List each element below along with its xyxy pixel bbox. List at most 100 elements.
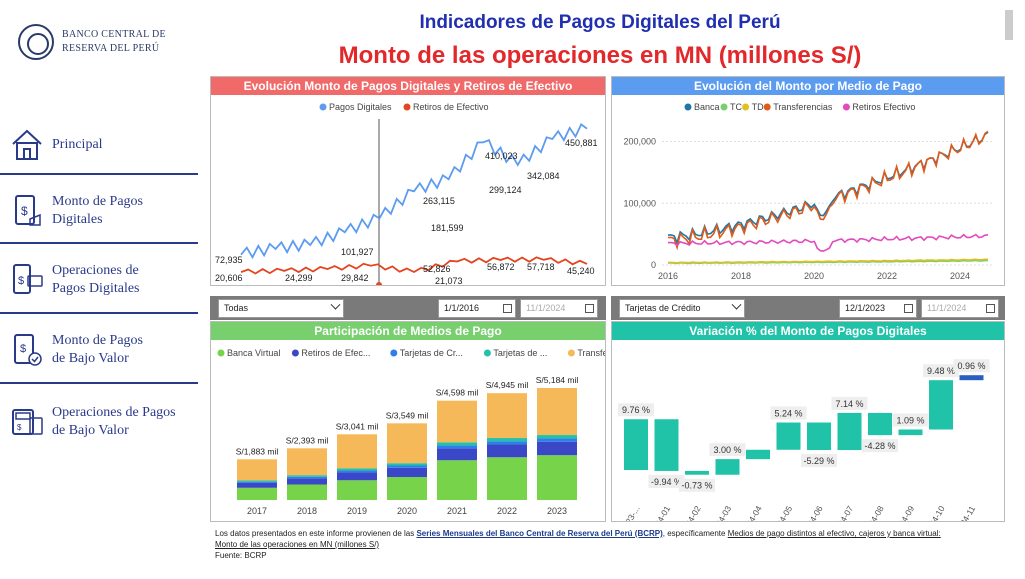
x-tick-label: 2019 xyxy=(347,506,367,516)
x-tick-label: 2024-01 xyxy=(648,504,672,521)
medio-dropdown[interactable]: Todas xyxy=(218,299,344,318)
bar-segment-retiros-de-efec- xyxy=(537,441,577,456)
footer-underlined: Medios de pago distintos al efectivo, ca… xyxy=(727,529,941,538)
bcrp-seal-icon xyxy=(18,24,54,60)
x-tick-label: 2021 xyxy=(447,506,467,516)
sidebar-item-principal[interactable]: Principal xyxy=(0,120,200,170)
legend-label: TC xyxy=(730,102,742,112)
series-line-pagos-digitales xyxy=(240,123,588,260)
bar-segment-tarjetas-de-cr- xyxy=(337,470,377,473)
stacked-bar-chart: Banca Virtual Retiros de Efec... Tarjetas … xyxy=(217,348,637,516)
legend-marker xyxy=(720,103,728,111)
x-tick-label: 2024-09 xyxy=(892,504,916,521)
data-label: 3.00 % xyxy=(713,445,741,455)
waterfall-bar xyxy=(837,412,862,451)
svg-text:$: $ xyxy=(17,423,22,432)
calendar-icon[interactable] xyxy=(503,304,512,313)
footer-note: Los datos presentados en este informe pr… xyxy=(215,528,995,561)
legend-label: Banca Virtual xyxy=(227,348,280,358)
bar-total-label: S/3,549 mil xyxy=(386,410,429,420)
waterfall-bar xyxy=(929,380,953,430)
calendar-icon[interactable] xyxy=(986,304,995,313)
legend-marker xyxy=(319,103,327,111)
filter-bar-right: Tarjetas de Crédito 12/1/2023 11/1/2024 xyxy=(611,296,1005,320)
panel-evolucion-medio: Evolución del Monto por Medio de Pago Ba… xyxy=(611,76,1005,286)
bar-total-label: S/3,041 mil xyxy=(336,421,379,431)
legend-label: Pagos Digitales xyxy=(329,102,392,112)
data-label: 7.14 % xyxy=(835,399,863,409)
sidebar-item-label: Monto de Pagos de Bajo Valor xyxy=(52,333,143,366)
x-tick-label: 2024-02 xyxy=(678,504,702,521)
tarjeta-dropdown[interactable]: Tarjetas de Crédito xyxy=(619,299,745,318)
data-label: -5.29 % xyxy=(803,456,834,466)
page-subtitle: Monto de las operaciones en MN (millones… xyxy=(338,42,862,69)
footer-source: Fuente: BCRP xyxy=(215,551,267,560)
pos-terminal-icon: $ xyxy=(12,409,43,435)
svg-text:$: $ xyxy=(18,275,24,287)
y-tick-label: 100,000 xyxy=(623,198,656,208)
data-label-bg xyxy=(618,403,654,417)
sidebar-item-label: Monto de Pagos Digitales xyxy=(52,194,143,227)
sidebar-item-label: Operaciones de Pagos Digitales xyxy=(52,263,140,296)
date-from-input[interactable]: 12/1/2023 xyxy=(839,299,917,318)
svg-text:$: $ xyxy=(21,204,28,218)
x-tick-label: 2018 xyxy=(731,271,751,281)
data-label: 1.09 % xyxy=(896,415,924,425)
data-label: 29,842 xyxy=(341,273,369,283)
x-tick-label: 2024-08 xyxy=(861,504,885,521)
legend-label: Transferencias xyxy=(577,348,605,358)
waterfall-bar xyxy=(868,412,892,436)
x-tick-label: 2020 xyxy=(397,506,417,516)
data-label: -4.28 % xyxy=(864,441,895,451)
bar-segment-retiros-de-efec- xyxy=(437,448,477,461)
calendar-icon[interactable] xyxy=(585,304,594,313)
data-label-bg xyxy=(770,406,807,420)
sidebar-item-label: Operaciones de Pagos de Bajo Valor xyxy=(52,405,176,438)
waterfall-bar xyxy=(807,422,831,451)
sidebar-item-operaciones-pagos[interactable]: $ Operaciones de Pagos Digitales xyxy=(0,254,200,306)
scrollbar[interactable] xyxy=(1005,10,1013,40)
legend-marker xyxy=(567,349,575,357)
x-tick-label: 2018 xyxy=(297,506,317,516)
date-to-input[interactable]: 11/1/2024 xyxy=(520,299,598,318)
bar-segment-tarjetas-de- xyxy=(487,438,527,442)
date-from-input[interactable]: 1/1/2016 xyxy=(438,299,516,318)
bar-segment-tarjetas-de-cr- xyxy=(287,476,327,479)
legend-marker xyxy=(483,349,491,357)
legend-marker xyxy=(763,103,771,111)
home-icon xyxy=(12,129,42,160)
sidebar-item-operaciones-bajo-valor[interactable]: $ Operaciones de Pagos de Bajo Valor xyxy=(0,398,200,446)
panel-participacion: Participación de Medios de Pago Banca Vi… xyxy=(210,321,637,522)
bar-segment-transferencias xyxy=(337,434,377,469)
date-to-input[interactable]: 11/1/2024 xyxy=(921,299,999,318)
bar-segment-retiros-de-efec- xyxy=(487,444,527,458)
bcrp-series-link[interactable]: Series Mensuales del Banco Central de Re… xyxy=(416,529,663,538)
data-label: 21,073 xyxy=(435,276,463,285)
sidebar-item-monto-pagos[interactable]: $ Monto de Pagos Digitales xyxy=(0,185,200,237)
waterfall-bar xyxy=(898,429,923,436)
sidebar-item-monto-bajo-valor[interactable]: $ Monto de Pagos de Bajo Valor xyxy=(0,324,200,376)
bar-segment-retiros-de-efec- xyxy=(337,472,377,481)
data-label: -0.73 % xyxy=(681,481,712,491)
bar-total-label: S/5,184 mil xyxy=(536,375,579,385)
bar-total-label: S/4,945 mil xyxy=(486,380,529,390)
legend-marker xyxy=(742,103,750,111)
x-tick-label: 2022 xyxy=(497,506,517,516)
x-tick-label: 2024-11 xyxy=(953,504,977,521)
data-label-bg xyxy=(862,439,898,453)
data-label-bg xyxy=(679,478,715,492)
logo-line-2: RESERVA DEL PERÚ xyxy=(62,43,160,54)
phone-coin-icon: $ xyxy=(14,334,42,366)
x-tick-label: 2024-10 xyxy=(922,504,946,521)
x-tick-label: 2017 xyxy=(247,506,267,516)
data-label: 9.48 % xyxy=(927,366,955,376)
waterfall-chart: 9.76 % 2023-... -9.94 % 2024-01 -0.73 % 2024-… xyxy=(618,359,990,536)
bar-segment-tarjetas-de-cr- xyxy=(237,481,277,483)
bar-segment-banca-virtual xyxy=(537,455,577,500)
legend-label: Retiros de Efectivo xyxy=(413,102,489,112)
data-label: 52,826 xyxy=(423,264,451,274)
line-chart-medios: Banca TC TD Transferencias Retiros Efectivo 0… xyxy=(623,102,994,281)
x-tick-label: 2024-05 xyxy=(770,504,794,521)
legend-label: Tarjetas de Cr... xyxy=(400,348,463,358)
calendar-icon[interactable] xyxy=(904,304,913,313)
